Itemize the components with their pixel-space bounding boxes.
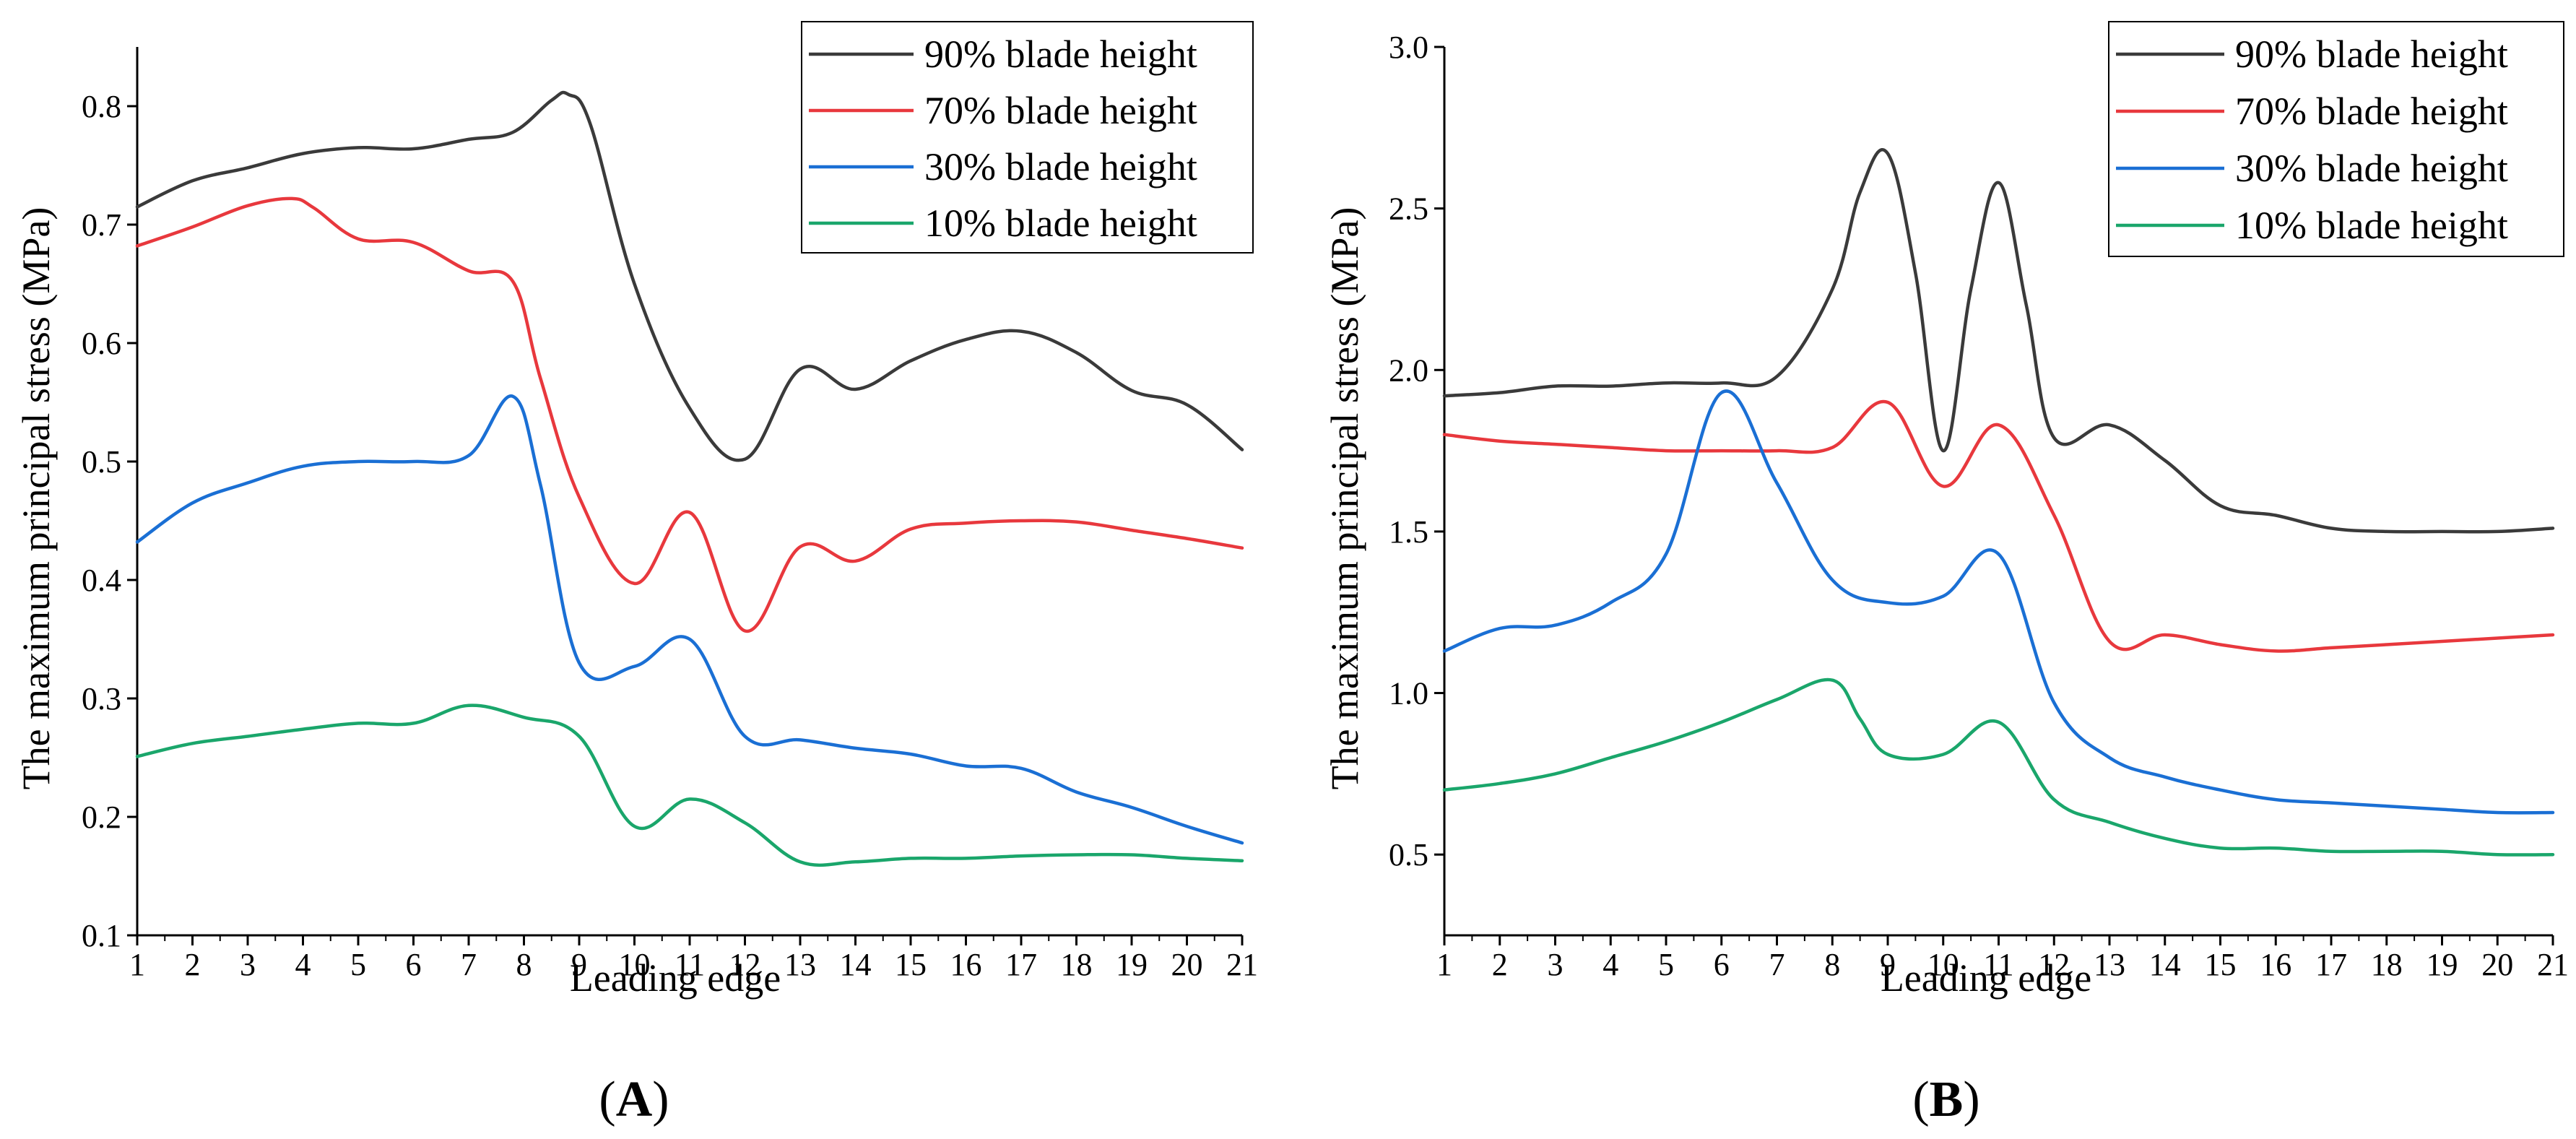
x-tick-label: 15 bbox=[2205, 947, 2237, 982]
x-tick-label: 5 bbox=[350, 947, 366, 982]
x-tick-label: 11 bbox=[1983, 947, 2013, 982]
x-tick-label: 18 bbox=[2371, 947, 2403, 982]
x-tick-label: 14 bbox=[840, 947, 872, 982]
x-tick-label: 10 bbox=[1927, 947, 1959, 982]
y-ticks: 0.1 0.2 0.3 0.4 0.5 0.6 0.7 0.8 bbox=[82, 89, 137, 953]
x-tick-label: 12 bbox=[2038, 947, 2070, 982]
x-tick-label: 4 bbox=[1603, 947, 1618, 982]
legend-label: 70% blade height bbox=[924, 89, 1197, 132]
x-tick-label: 2 bbox=[1492, 947, 1508, 982]
series-line bbox=[1442, 147, 2555, 534]
y-axis-title: The maximum principal stress (MPa) bbox=[1323, 207, 1366, 790]
y-tick-label: 2.0 bbox=[1389, 352, 1428, 388]
series-line bbox=[135, 196, 1244, 633]
x-tick-label: 8 bbox=[1824, 947, 1840, 982]
y-tick-label: 0.7 bbox=[82, 207, 121, 243]
x-axis-title: Leading edge bbox=[1881, 956, 2091, 1000]
legend-box bbox=[801, 21, 1254, 254]
series-line bbox=[1442, 399, 2555, 653]
y-ticks: 0.5 1.0 1.5 2.0 2.5 3.0 bbox=[1389, 30, 1444, 872]
series-group bbox=[135, 90, 1244, 867]
x-tick-label: 3 bbox=[240, 947, 256, 982]
legend-label: 30% blade height bbox=[924, 145, 1197, 189]
x-tick-label: 15 bbox=[895, 947, 927, 982]
x-tick-label: 3 bbox=[1548, 947, 1564, 982]
x-ticks: 1 2 3 4 5 6 7 8 9 10 11 12 13 14 15 16 17 18 19 20 21 bbox=[129, 935, 1258, 982]
y-tick-label: 0.4 bbox=[82, 563, 121, 598]
x-tick-label: 20 bbox=[2481, 947, 2513, 982]
x-tick-label: 17 bbox=[1005, 947, 1037, 982]
x-tick-label: 6 bbox=[406, 947, 422, 982]
x-tick-label: 21 bbox=[2537, 947, 2569, 982]
x-tick-label: 2 bbox=[185, 947, 201, 982]
x-tick-label: 19 bbox=[2427, 947, 2458, 982]
y-tick-label: 2.5 bbox=[1389, 191, 1428, 227]
x-ticks: 1 2 3 4 5 6 7 8 9 10 11 12 13 14 15 16 17 18 19 20 21 bbox=[1436, 935, 2569, 982]
panel-b: 0.51.01.52.02.53.0 1 2 3 4 5 6 7 8 9 10 11 12 13 14 15… bbox=[1323, 21, 2569, 1127]
legend-label: 10% blade height bbox=[2235, 204, 2508, 247]
x-tick-label: 9 bbox=[1880, 947, 1896, 982]
x-tick-label: 8 bbox=[516, 947, 532, 982]
x-tick-label: 18 bbox=[1061, 947, 1093, 982]
legend-label: 90% blade height bbox=[924, 33, 1197, 76]
x-tick-label: 12 bbox=[729, 947, 761, 982]
y-tick-label: 0.2 bbox=[82, 800, 121, 835]
legend-items: 90% blade height 70% blade height 30% blad… bbox=[809, 33, 1197, 245]
x-tick-label: 21 bbox=[1226, 947, 1258, 982]
legend-label: 30% blade height bbox=[2235, 147, 2508, 190]
series-line bbox=[135, 394, 1244, 845]
x-tick-label: 13 bbox=[784, 947, 816, 982]
y-axis-title: The maximum principal stress (MPa) bbox=[14, 207, 58, 790]
x-tick-label: 11 bbox=[675, 947, 705, 982]
x-tick-label: 16 bbox=[2260, 947, 2291, 982]
x-tick-label: 9 bbox=[571, 947, 587, 982]
y-tick-label: 0.3 bbox=[82, 681, 121, 716]
y-tick-label: 0.6 bbox=[82, 326, 121, 361]
series-group bbox=[1442, 147, 2555, 857]
y-tick-label: 1.0 bbox=[1389, 676, 1428, 711]
panel-label: (A) bbox=[599, 1072, 669, 1127]
y-tick-label: 0.8 bbox=[82, 89, 121, 124]
x-tick-label: 10 bbox=[619, 947, 651, 982]
panel-label: (B) bbox=[1912, 1072, 1979, 1127]
y-tick-label: 0.5 bbox=[1389, 837, 1428, 872]
y-tick-label: 3.0 bbox=[1389, 30, 1428, 65]
x-tick-label: 14 bbox=[2149, 947, 2181, 982]
x-tick-label: 1 bbox=[1436, 947, 1452, 982]
legend-items: 90% blade height 70% blade height 30% blad… bbox=[2116, 33, 2508, 247]
legend-label: 90% blade height bbox=[2235, 33, 2508, 76]
x-tick-label: 17 bbox=[2315, 947, 2347, 982]
legend-label: 10% blade height bbox=[924, 202, 1197, 245]
x-tick-label: 1 bbox=[129, 947, 145, 982]
x-tick-label: 16 bbox=[950, 947, 982, 982]
panel-a: 0.10.20.30.40.50.60.70.8 1 2 3 4 5 6 7 8 9 10 11 12… bbox=[14, 21, 1258, 1127]
x-tick-label: 4 bbox=[295, 947, 311, 982]
legend: 90% blade height 70% blade height 30% blad… bbox=[2108, 21, 2564, 257]
legend-box bbox=[2108, 21, 2564, 257]
series-line bbox=[135, 90, 1244, 462]
x-tick-label: 7 bbox=[461, 947, 477, 982]
x-tick-label: 13 bbox=[2094, 947, 2125, 982]
y-tick-label: 0.5 bbox=[82, 444, 121, 480]
series-line bbox=[1442, 677, 2555, 857]
x-tick-label: 20 bbox=[1171, 947, 1203, 982]
y-tick-label: 1.5 bbox=[1389, 514, 1428, 550]
series-line bbox=[135, 703, 1244, 867]
x-tick-label: 19 bbox=[1116, 947, 1148, 982]
legend: 90% blade height 70% blade height 30% blad… bbox=[801, 21, 1254, 254]
y-tick-label: 0.1 bbox=[82, 918, 121, 953]
legend-label: 70% blade height bbox=[2235, 90, 2508, 133]
x-tick-label: 7 bbox=[1769, 947, 1785, 982]
x-tick-label: 6 bbox=[1714, 947, 1730, 982]
x-tick-label: 5 bbox=[1658, 947, 1674, 982]
series-line bbox=[1442, 389, 2555, 815]
x-axis-title: Leading edge bbox=[570, 956, 781, 1000]
